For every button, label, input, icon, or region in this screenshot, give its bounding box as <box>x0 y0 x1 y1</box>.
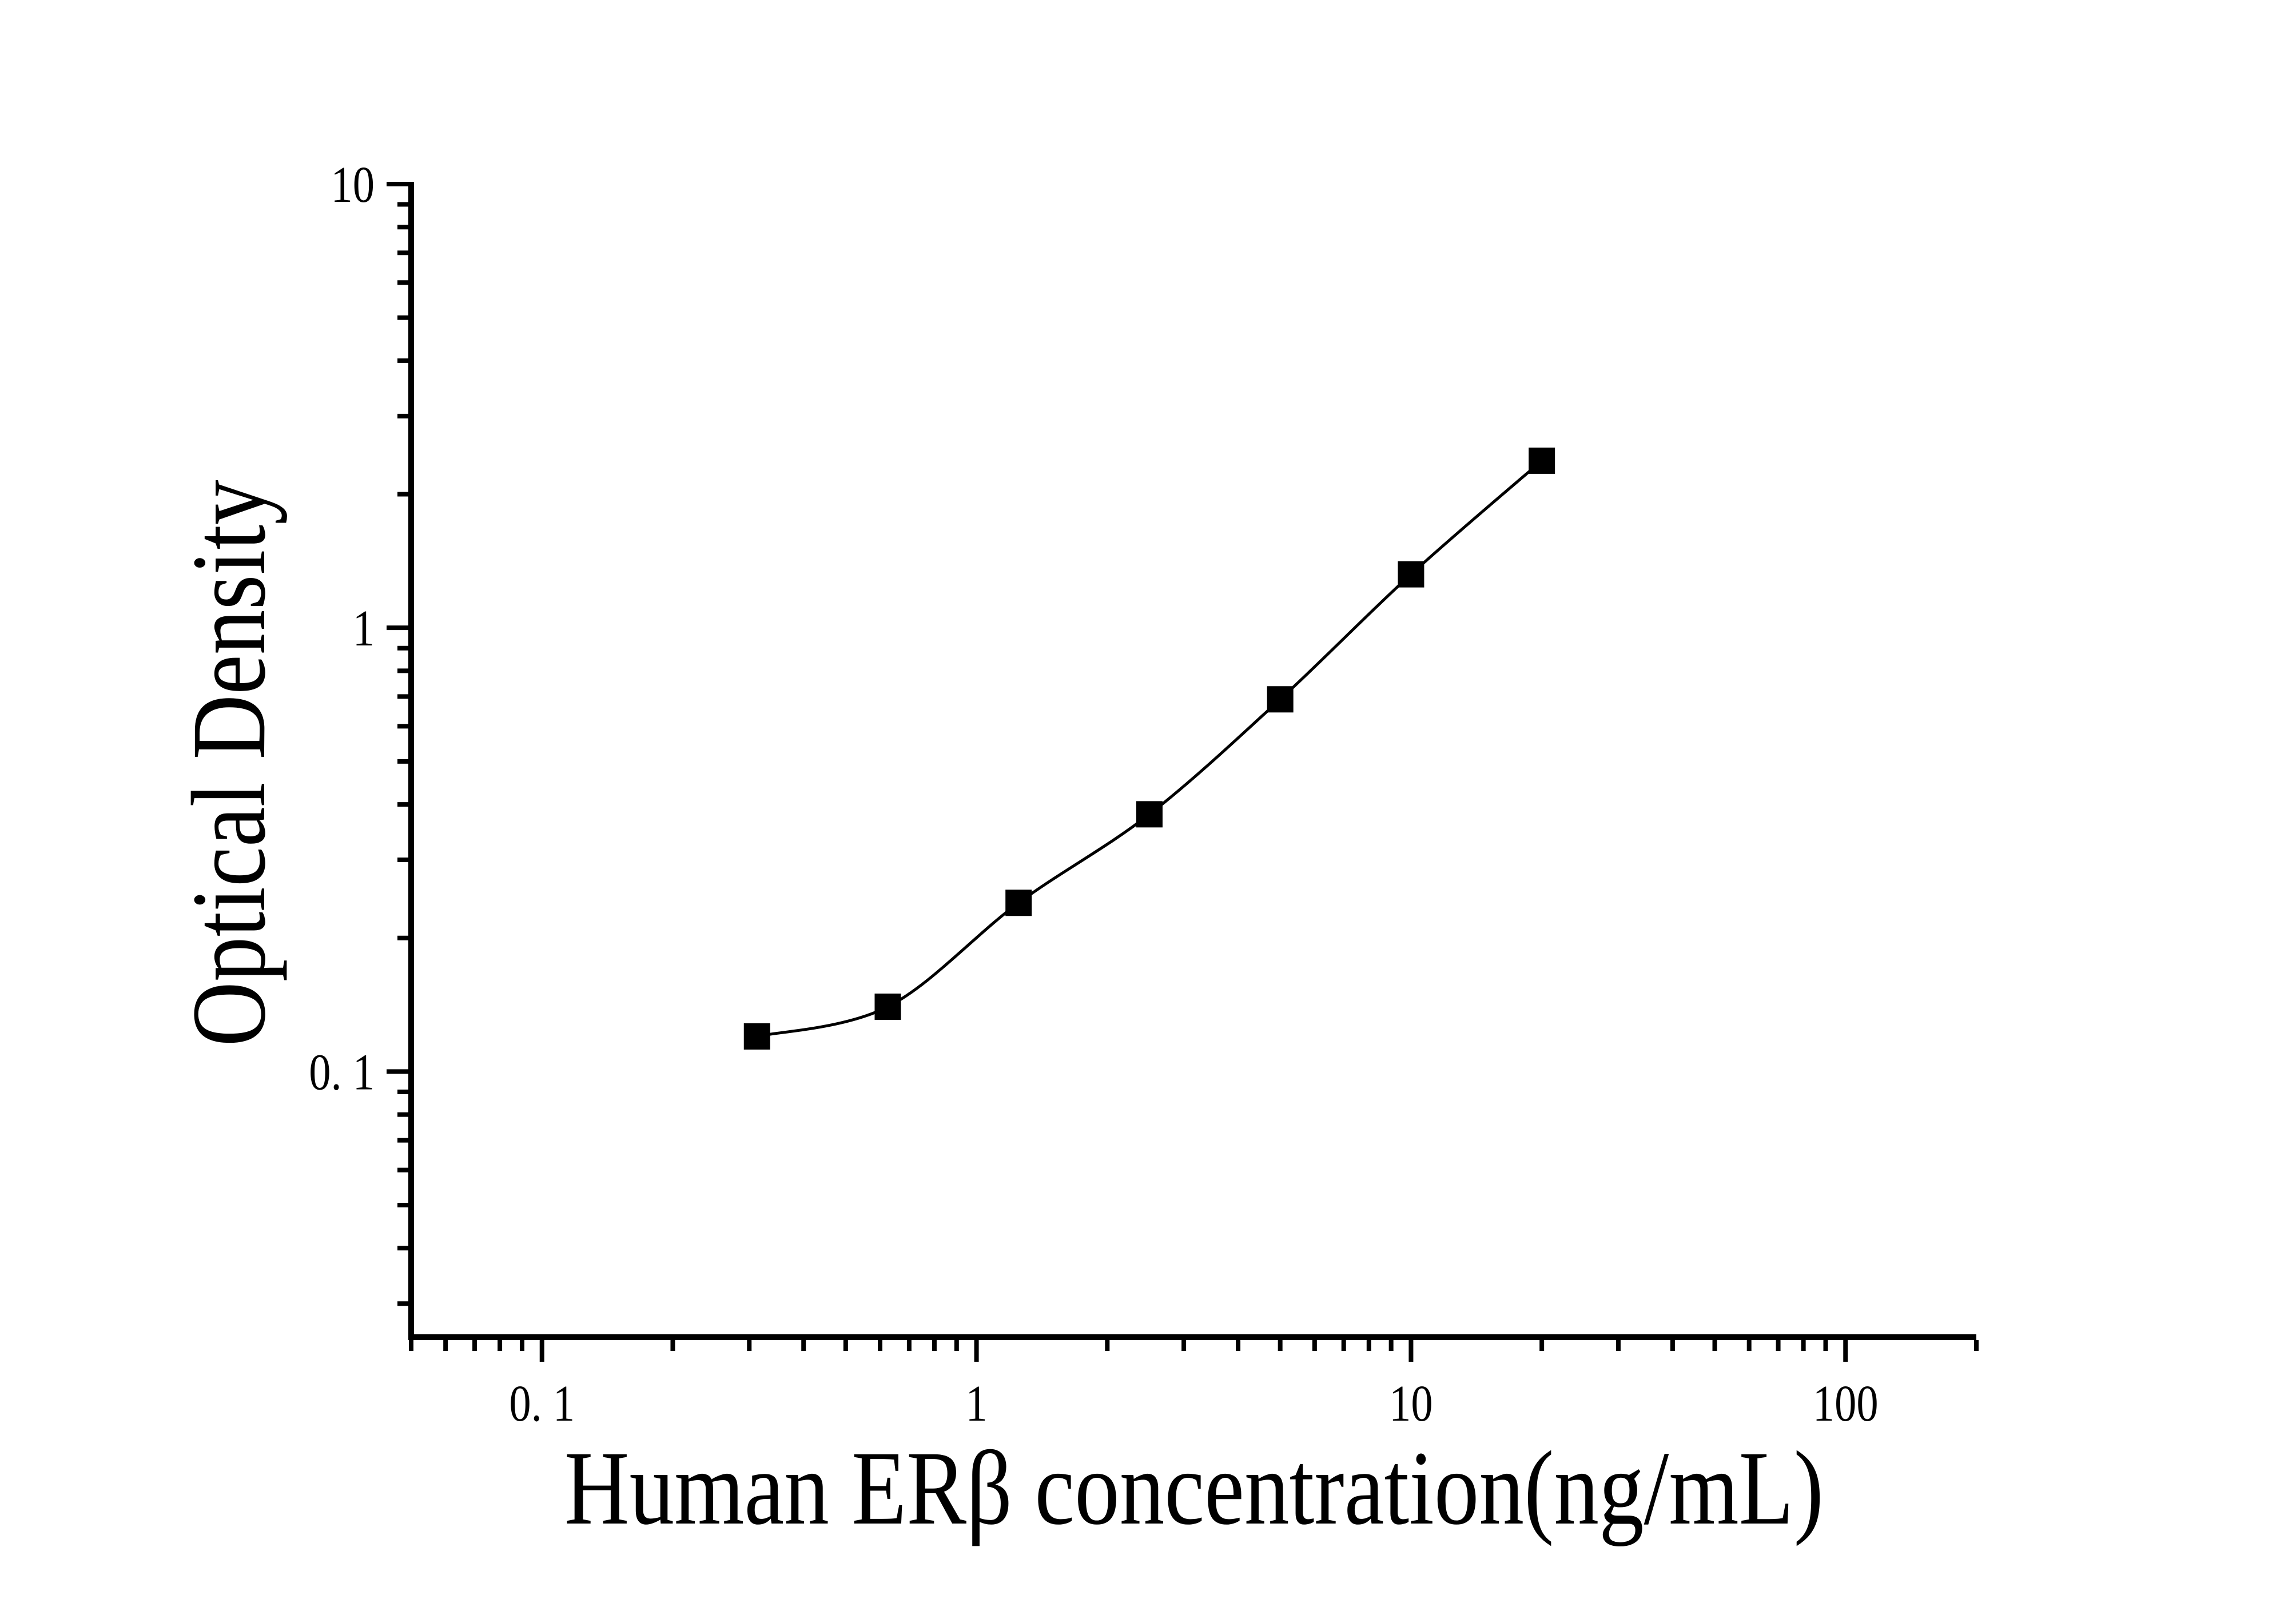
x-tick-label: 10 <box>1389 1375 1432 1432</box>
x-tick-label: 100 <box>1813 1375 1879 1432</box>
standard-curve-path <box>757 460 1543 1038</box>
data-point-marker <box>1136 801 1163 828</box>
x-tick-label: 1 <box>965 1375 987 1432</box>
data-point-marker <box>743 1023 770 1050</box>
x-tick-label: 0. 1 <box>509 1375 575 1432</box>
data-point-marker <box>874 993 901 1020</box>
data-point-marker <box>1267 686 1294 713</box>
x-axis-title: Human ERβ concentration(ng/mL) <box>564 1430 1824 1547</box>
data-point-marker <box>1398 561 1424 588</box>
data-point-marker <box>1005 890 1032 916</box>
data-series <box>743 447 1555 1050</box>
y-tick-label: 1 <box>353 601 375 657</box>
y-tick-label: 10 <box>331 157 375 213</box>
y-axis-title: Optical Density <box>170 480 288 1046</box>
y-tick-label: 0. 1 <box>309 1044 375 1101</box>
data-point-marker <box>1529 447 1555 474</box>
axis-ticks: 0. 1 1 10 100 0. 1 1 10 <box>309 157 1979 1432</box>
